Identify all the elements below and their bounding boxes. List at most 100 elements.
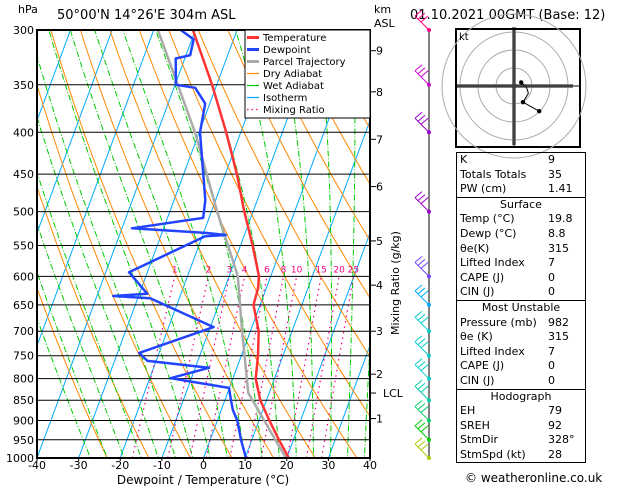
mixing-ratio-label: 1 [172, 265, 178, 275]
index-label: StmDir [460, 433, 499, 447]
dry-adiabat-line [109, 30, 316, 458]
mixing-ratio-line [229, 276, 268, 458]
index-label: SREH [460, 418, 490, 432]
barb-staff [414, 443, 430, 459]
index-value: 79 [548, 404, 562, 418]
x-tick-label: 20 [280, 459, 294, 472]
dry-adiabat-line [227, 30, 370, 299]
index-value: 1.41 [548, 182, 573, 196]
wet-adiabat-line [37, 115, 159, 458]
isotherm-line [37, 30, 196, 458]
pressure-unit-label: hPa [18, 3, 38, 16]
x-tick-label: -10 [153, 459, 171, 472]
index-value: 328° [548, 433, 575, 447]
wet-adiabat-line [48, 30, 194, 458]
index-row: Lifted Index 7 [457, 345, 585, 360]
mixing-ratio-axis-label: Mixing Ratio (g/kg) [389, 231, 402, 335]
barb-flag [417, 313, 426, 321]
barb-staff [414, 290, 430, 306]
barb-flag [414, 379, 423, 387]
surface-indices: Surface Temp (°C) 19.8 Dewp (°C) 8.8 θe(K) 31… [457, 196, 585, 300]
index-value: 0 [548, 285, 555, 299]
mixing-ratio-label: 20 [333, 265, 345, 275]
wet-adiabat-line [37, 170, 142, 458]
barb-flag [417, 287, 426, 295]
wind-barb [414, 419, 430, 441]
barb-staff [414, 70, 430, 86]
wind-barb [414, 256, 430, 277]
barb-flag [414, 256, 423, 263]
wet-adiabat-line [122, 30, 246, 458]
index-label: StmSpd (kt) [460, 447, 526, 461]
axes: 3003504004505005506006507007508008509009… [6, 24, 404, 472]
barb-flag [420, 341, 429, 349]
index-row: StmSpd (kt) 28 [457, 448, 585, 463]
wet-adiabat-line [318, 30, 332, 458]
barb-flag [414, 437, 423, 445]
barb-flag [417, 361, 426, 369]
barb-flag [420, 406, 429, 413]
dry-adiabat-line [79, 30, 275, 458]
index-label: Totals Totals [460, 167, 527, 181]
pressure-tick-label: 950 [13, 434, 34, 447]
index-row: θe (K) 315 [457, 330, 585, 345]
mixing-ratio-line [246, 276, 285, 458]
mixing-ratio-line [305, 276, 340, 458]
isotherm-line [78, 30, 238, 458]
wind-barb [414, 310, 430, 332]
wet-adiabat-line [37, 270, 108, 458]
pressure-tick-label: 550 [13, 239, 34, 252]
mixing-ratio-line [260, 276, 298, 458]
index-value: 19.8 [548, 212, 573, 226]
barb-flag [414, 64, 423, 72]
index-label: Temp (°C) [460, 212, 515, 226]
index-value: 982 [548, 315, 569, 329]
most-unstable-indices: Most Unstable Pressure (mb) 982 θe (K) 315 L… [457, 299, 585, 389]
wind-barb [414, 191, 430, 212]
barb-flag [417, 67, 426, 75]
index-row: CIN (J) 0 [457, 285, 585, 300]
dry-adiabat-line [197, 30, 370, 358]
barb-flag [417, 338, 426, 346]
barb-flag [414, 111, 423, 119]
pressure-tick-label: 850 [13, 394, 34, 407]
km-tick-label: 5 [376, 235, 383, 248]
dry-adiabat-line [286, 30, 370, 186]
index-label: CIN (J) [460, 373, 495, 387]
dry-adiabat-line [622, 6, 629, 476]
km-tick-label: 8 [376, 86, 383, 99]
copyright-link[interactable]: © weatheronline.co.uk [465, 471, 603, 485]
wind-barbs [414, 9, 431, 460]
pressure-tick-label: 400 [13, 126, 34, 139]
index-label: K [460, 153, 468, 166]
index-label: EH [460, 404, 476, 418]
legend-label: Mixing Ratio [263, 105, 325, 116]
profiles [111, 30, 290, 458]
barb-flag [420, 364, 429, 372]
x-tick-label: 10 [238, 459, 252, 472]
surface-title: Surface [500, 197, 542, 211]
pressure-tick-label: 600 [13, 270, 34, 283]
pressure-tick-label: 650 [13, 299, 34, 312]
barb-flag [417, 194, 426, 201]
wet-adiabat-line [37, 316, 91, 458]
wet-adiabat-line [235, 30, 297, 458]
barb-staff [414, 341, 430, 357]
km-tick-label: 6 [376, 181, 383, 194]
km-tick-label: 2 [376, 368, 383, 381]
parcel-trajectory-line [156, 30, 287, 458]
mixing-ratio-line [167, 276, 209, 458]
index-label: Lifted Index [460, 256, 525, 270]
mixing-ratio-label: 2 [206, 265, 212, 275]
barb-flag [417, 12, 426, 20]
barb-flag [414, 400, 423, 407]
dry-adiabat-line [37, 185, 150, 458]
general-indices: K 9 Totals Totals 35 PW (cm) 1.41 [457, 153, 585, 197]
index-label: CIN (J) [460, 285, 495, 299]
wind-barb [414, 64, 430, 86]
pressure-tick-label: 750 [13, 350, 34, 363]
wet-adiabat-line [94, 30, 228, 458]
wind-barb [414, 400, 430, 421]
x-tick-label: 30 [321, 459, 335, 472]
